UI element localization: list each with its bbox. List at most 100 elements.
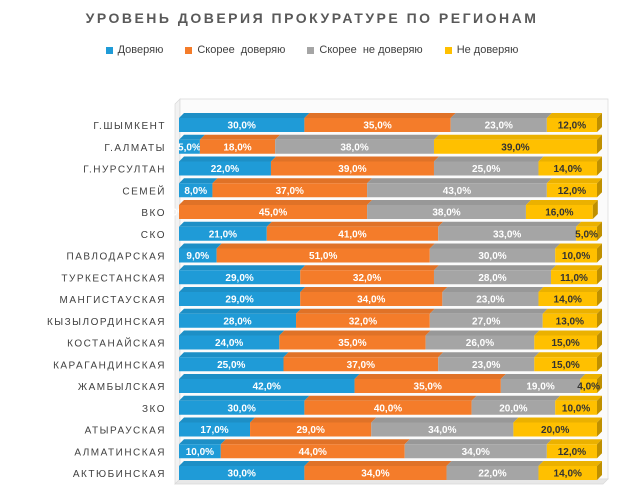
value-label-13-4: 4,0%	[577, 382, 600, 393]
bar-14-2	[304, 400, 472, 415]
bar-7-3	[429, 248, 556, 263]
legend-label-1: Доверяю	[117, 44, 164, 56]
value-label-8-3: 28,0%	[478, 273, 506, 284]
value-label-7-4: 10,0%	[562, 251, 590, 262]
bar-10-1	[179, 313, 297, 328]
bar-6-1	[179, 226, 267, 241]
value-label-10-2: 32,0%	[349, 316, 377, 327]
value-label-11-4: 15,0%	[551, 338, 579, 349]
category-label-4: СЕМЕЙ	[122, 184, 166, 197]
legend-item-3: Скорее не доверяю	[307, 44, 423, 56]
bar-5-2	[179, 205, 368, 219]
bar-4-3	[367, 183, 547, 198]
bar-14-3	[471, 400, 556, 415]
bar-top-11-4	[534, 330, 602, 336]
legend-item-4: Не доверяю	[444, 44, 518, 56]
bar-10-3	[429, 313, 543, 328]
value-label-1-1: 30,0%	[228, 121, 256, 132]
bar-11-3	[425, 335, 535, 350]
value-label-3-1: 22,0%	[211, 164, 239, 175]
bar-top-14-2	[304, 395, 477, 401]
value-label-14-3: 20,0%	[499, 403, 527, 414]
value-label-2-2: 18,0%	[223, 142, 251, 153]
bar-top-3-2	[270, 156, 439, 162]
bar-11-1	[179, 335, 280, 350]
value-label-8-1: 29,0%	[225, 273, 253, 284]
value-label-16-4: 12,0%	[558, 447, 586, 458]
bar-top-14-3	[471, 395, 561, 401]
bar-top-6-2	[266, 221, 444, 227]
bar-top-2-4	[433, 134, 602, 140]
bar-top-11-2	[279, 330, 431, 336]
bar-15-2	[250, 422, 372, 437]
bar-top-1-4	[546, 113, 602, 118]
value-label-4-1: 8,0%	[184, 186, 207, 197]
value-label-13-3: 19,0%	[526, 382, 554, 393]
category-label-2: Г.АЛМАТЫ	[104, 143, 166, 154]
bar-13-1	[179, 379, 355, 393]
value-label-11-3: 26,0%	[466, 338, 494, 349]
bar-11-4	[534, 335, 597, 350]
bar-top-4-4	[546, 178, 602, 184]
bar-6-2	[266, 226, 439, 241]
bar-7-2	[216, 248, 430, 263]
value-label-15-3: 34,0%	[428, 425, 456, 436]
bar-top-7-2	[216, 243, 435, 249]
bar-3-3	[433, 161, 539, 176]
bar-top-7-4	[555, 243, 602, 249]
bar-side-5	[592, 200, 598, 219]
bar-side-14	[597, 395, 602, 415]
bar-top-8-3	[433, 265, 557, 271]
bar-top-17-2	[304, 461, 452, 466]
legend-label-3: Скорее не доверяю	[319, 44, 423, 56]
bar-side-9	[597, 287, 602, 306]
value-label-12-1: 25,0%	[217, 360, 245, 371]
bar-top-8-1	[179, 265, 306, 271]
bar-top-5-3	[367, 200, 531, 205]
legend-label-2: Скорее доверяю	[197, 44, 286, 56]
bar-14-1	[179, 400, 305, 415]
category-label-9: МАНГИСТАУСКАЯ	[59, 295, 166, 306]
floor	[174, 478, 609, 485]
value-label-12-2: 37,0%	[347, 360, 375, 371]
bar-6-4	[576, 226, 597, 241]
bar-top-12-1	[179, 352, 289, 358]
bar-15-1	[179, 422, 251, 437]
value-label-2-4: 39,0%	[501, 142, 529, 153]
bar-top-3-3	[433, 156, 544, 162]
bar-top-8-2	[300, 265, 439, 271]
bar-top-12-3	[438, 352, 540, 358]
bar-9-1	[179, 292, 301, 306]
bar-top-17-1	[179, 461, 310, 466]
bar-side-4	[597, 178, 602, 198]
category-label-1: Г.ШЫМКЕНТ	[93, 121, 166, 132]
bar-9-3	[442, 292, 539, 306]
bar-16-1	[179, 444, 221, 459]
category-label-8: ТУРКЕСТАНСКАЯ	[61, 273, 166, 284]
bar-top-3-4	[538, 156, 602, 162]
bar-top-8-4	[551, 265, 602, 271]
bar-top-3-1	[179, 156, 276, 162]
bar-top-15-4	[513, 417, 602, 423]
bar-side-17	[597, 461, 602, 480]
bar-side-13	[597, 374, 602, 393]
value-label-11-2: 35,0%	[338, 338, 366, 349]
value-label-8-2: 32,0%	[353, 273, 381, 284]
bar-top-13-3	[500, 374, 586, 379]
bar-top-9-3	[442, 287, 544, 292]
category-label-5: ВКО	[141, 208, 166, 219]
bar-side-11	[597, 330, 602, 350]
bar-2-3	[275, 139, 434, 154]
bar-side-7	[597, 243, 602, 263]
bar-side-6	[597, 221, 602, 241]
legend-swatch-4	[444, 46, 452, 54]
bar-15-4	[513, 422, 597, 437]
bar-1-4	[546, 118, 597, 132]
bar-8-1	[179, 270, 301, 285]
value-label-15-2: 29,0%	[296, 425, 324, 436]
bar-top-4-3	[367, 178, 552, 184]
bar-16-2	[220, 444, 405, 459]
bar-top-6-4	[576, 221, 602, 227]
value-label-13-1: 42,0%	[253, 382, 281, 393]
category-label-13: ЖАМБЫЛСКАЯ	[78, 382, 166, 393]
